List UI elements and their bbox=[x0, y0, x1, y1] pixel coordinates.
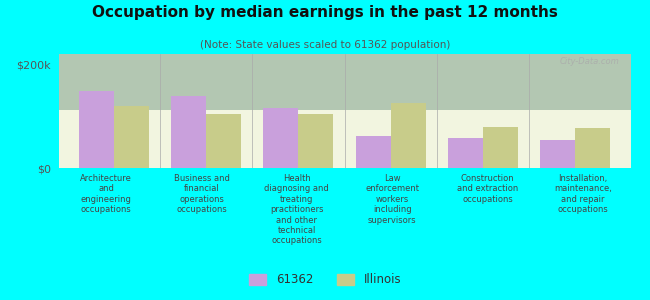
Bar bbox=[575, 128, 610, 168]
Legend: 61362, Illinois: 61362, Illinois bbox=[244, 269, 406, 291]
Text: Occupation by median earnings in the past 12 months: Occupation by median earnings in the pas… bbox=[92, 4, 558, 20]
Text: Health
diagnosing and
treating
practitioners
and other
technical
occupations: Health diagnosing and treating practitio… bbox=[265, 174, 329, 245]
Bar bbox=[206, 114, 241, 168]
Bar bbox=[391, 103, 426, 168]
Text: Business and
financial
operations
occupations: Business and financial operations occupa… bbox=[174, 174, 229, 214]
Bar bbox=[114, 106, 149, 168]
Bar bbox=[483, 127, 518, 168]
Text: (Note: State values scaled to 61362 population): (Note: State values scaled to 61362 popu… bbox=[200, 40, 450, 50]
Bar bbox=[356, 136, 391, 168]
Text: Architecture
and
engineering
occupations: Architecture and engineering occupations bbox=[80, 174, 132, 214]
Text: Construction
and extraction
occupations: Construction and extraction occupations bbox=[457, 174, 518, 204]
Text: Installation,
maintenance,
and repair
occupations: Installation, maintenance, and repair oc… bbox=[554, 174, 612, 214]
Bar bbox=[263, 108, 298, 168]
Bar bbox=[540, 140, 575, 168]
Bar bbox=[448, 138, 483, 168]
Text: City-Data.com: City-Data.com bbox=[559, 57, 619, 66]
Text: Law
enforcement
workers
including
supervisors: Law enforcement workers including superv… bbox=[365, 174, 419, 225]
Bar bbox=[79, 91, 114, 168]
Bar bbox=[171, 97, 206, 168]
Bar bbox=[298, 114, 333, 168]
